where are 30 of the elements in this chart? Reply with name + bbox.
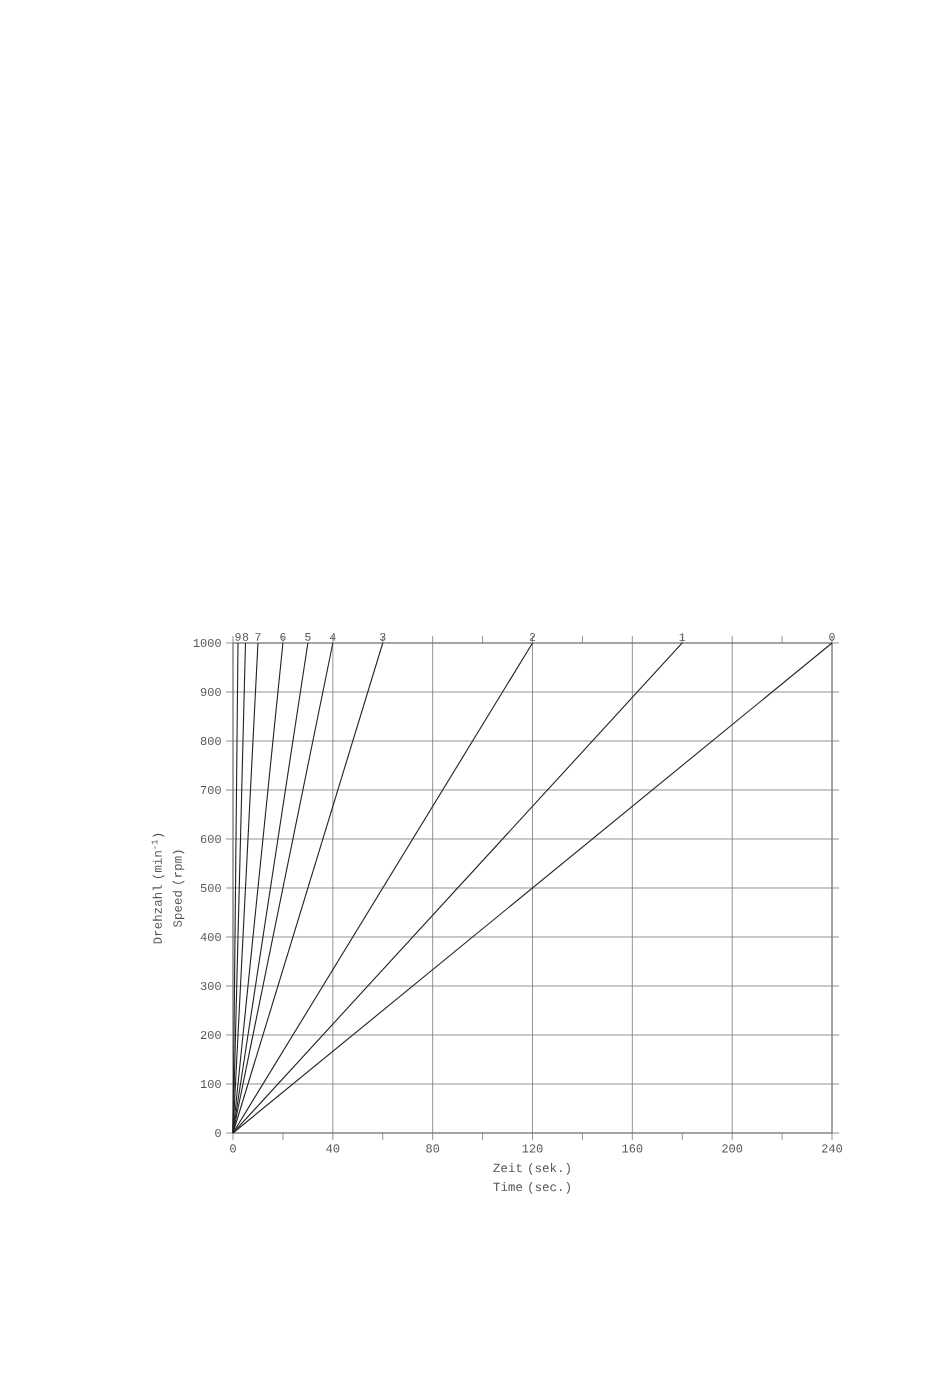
y-tick-label: 400 <box>200 932 221 942</box>
series-label: 2 <box>529 633 536 641</box>
series-label: 9 <box>235 632 241 641</box>
y-tick-label: 600 <box>200 834 221 844</box>
x-tick-label: 160 <box>622 1144 643 1153</box>
series-label: 4 <box>329 633 336 641</box>
y-tick-label: 500 <box>200 883 221 893</box>
y-tick-label: 700 <box>200 785 221 795</box>
series-label: 0 <box>829 632 835 641</box>
series-label: 3 <box>380 632 386 641</box>
series-label: 6 <box>280 632 286 641</box>
x-tick-label: 0 <box>230 1144 236 1153</box>
x-tick-label: 80 <box>426 1144 440 1153</box>
y-tick-label: 300 <box>200 981 221 991</box>
x-tick-label: 120 <box>522 1144 543 1153</box>
text: Drehzahl (min$^{-1}$) Speed (rpm) <box>151 833 185 944</box>
y-tick-label: 100 <box>200 1079 221 1089</box>
x-tick-label: 200 <box>722 1144 743 1153</box>
series-label: 8 <box>242 632 249 641</box>
y-tick-label: 800 <box>200 736 221 746</box>
x-tick-label: 40 <box>326 1144 340 1153</box>
series-label: 1 <box>679 633 686 641</box>
x-tick-label: 240 <box>822 1144 843 1153</box>
y-tick-label: 0 <box>215 1128 221 1138</box>
y-tick-label: 200 <box>200 1030 221 1040</box>
y-tick-label: 1000 <box>193 638 221 648</box>
x-axis-title: Zeit (sek.) Time (sec.) <box>493 1163 570 1194</box>
y-tick-label: 900 <box>200 687 221 697</box>
series-label: 5 <box>305 633 311 641</box>
series-label: 7 <box>255 633 261 641</box>
